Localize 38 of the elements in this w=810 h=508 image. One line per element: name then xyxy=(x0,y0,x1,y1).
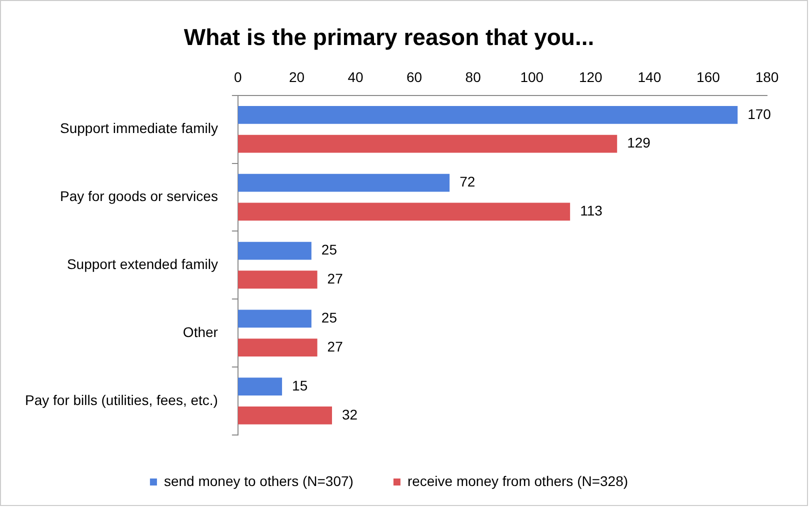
bar xyxy=(238,270,318,289)
chart-title: What is the primary reason that you... xyxy=(184,24,594,50)
x-tick-label: 140 xyxy=(638,68,662,85)
y-tick-label: Pay for bills (utilities, fees, etc.) xyxy=(25,392,218,408)
bar xyxy=(238,242,312,260)
x-tick-label: 160 xyxy=(696,68,720,85)
data-label: 113 xyxy=(580,202,603,219)
data-label: 25 xyxy=(321,310,338,326)
y-tick-label: Support immediate family xyxy=(60,120,218,136)
x-tick-label: 60 xyxy=(406,68,422,85)
data-label: 72 xyxy=(460,174,476,190)
x-tick-label: 180 xyxy=(755,68,779,85)
x-tick-label: 40 xyxy=(348,68,364,85)
bar xyxy=(238,310,312,328)
bar xyxy=(238,338,318,356)
bar xyxy=(238,378,282,396)
y-tick-label: Other xyxy=(182,324,218,340)
data-label: 15 xyxy=(292,377,308,394)
bar xyxy=(238,202,570,221)
bar xyxy=(238,174,450,192)
legend-label: receive money from others (N=328) xyxy=(407,472,628,489)
data-label: 129 xyxy=(627,134,651,151)
y-tick-label: Pay for goods or services xyxy=(60,188,218,204)
x-tick-label: 120 xyxy=(578,68,603,85)
data-label: 27 xyxy=(327,338,344,354)
data-label: 32 xyxy=(342,406,358,422)
x-tick-label: 0 xyxy=(234,68,242,85)
y-tick-label: Support extended family xyxy=(66,256,218,272)
data-label: 27 xyxy=(327,270,344,286)
x-tick-label: 100 xyxy=(520,68,544,85)
x-tick-label: 80 xyxy=(465,68,482,85)
x-tick-label: 20 xyxy=(288,68,305,85)
bar xyxy=(238,406,332,424)
bar xyxy=(238,106,738,124)
legend-label: send money to others (N=307) xyxy=(164,472,354,489)
data-label: 170 xyxy=(748,106,772,122)
bar xyxy=(238,134,618,153)
data-label: 25 xyxy=(321,242,338,258)
